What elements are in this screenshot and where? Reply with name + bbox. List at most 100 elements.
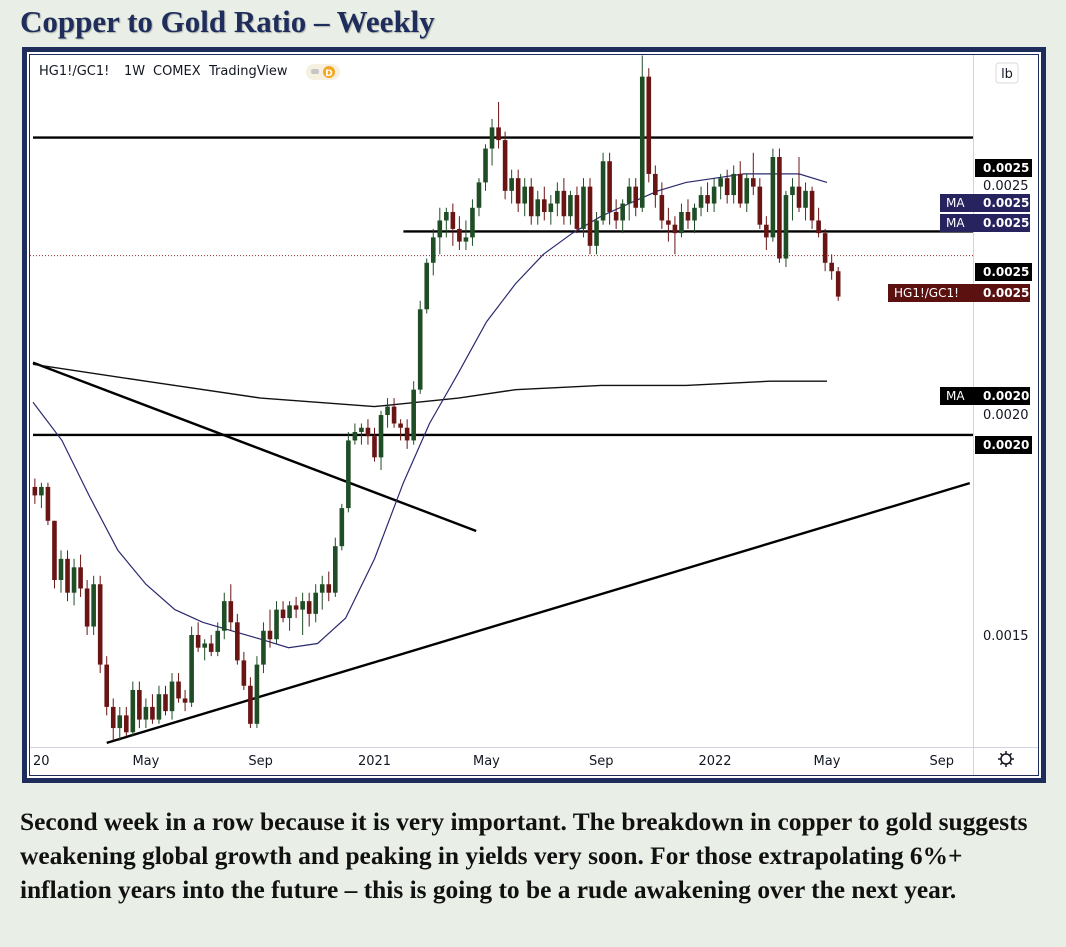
candle[interactable] xyxy=(633,178,639,217)
candle[interactable] xyxy=(182,689,188,712)
candle[interactable] xyxy=(280,601,286,623)
candle[interactable] xyxy=(163,685,168,716)
candle[interactable] xyxy=(816,207,821,238)
trendline-0[interactable] xyxy=(32,361,477,533)
candle[interactable] xyxy=(568,190,573,225)
candle[interactable] xyxy=(391,398,397,428)
candle[interactable] xyxy=(613,199,619,229)
candle[interactable] xyxy=(835,266,841,301)
candle[interactable] xyxy=(444,207,449,238)
price-tag-ma[interactable]: MA 0.0025 xyxy=(940,214,1030,232)
candle[interactable] xyxy=(744,173,750,212)
candle[interactable] xyxy=(411,381,416,445)
candle[interactable] xyxy=(437,207,443,255)
candle[interactable] xyxy=(267,609,273,648)
candle[interactable] xyxy=(698,186,704,217)
candle[interactable] xyxy=(346,431,351,513)
candle[interactable] xyxy=(424,258,430,314)
candle[interactable] xyxy=(679,203,684,238)
candle[interactable] xyxy=(796,157,802,212)
candle[interactable] xyxy=(274,601,279,644)
candle[interactable] xyxy=(39,482,44,509)
candle[interactable] xyxy=(52,520,57,589)
candle[interactable] xyxy=(659,182,665,229)
candle[interactable] xyxy=(620,199,625,234)
candle[interactable] xyxy=(489,118,495,166)
candle[interactable] xyxy=(470,199,475,246)
candle[interactable] xyxy=(215,622,221,657)
candle[interactable] xyxy=(169,673,175,720)
candle[interactable] xyxy=(332,537,338,597)
candle[interactable] xyxy=(705,182,710,212)
candle[interactable] xyxy=(261,622,266,674)
candle[interactable] xyxy=(156,685,162,724)
candle[interactable] xyxy=(809,186,815,229)
candle[interactable] xyxy=(581,178,586,238)
candle[interactable] xyxy=(221,592,227,640)
candle[interactable] xyxy=(777,148,782,263)
candle[interactable] xyxy=(731,165,736,204)
candle[interactable] xyxy=(757,178,763,229)
price-tag-malong[interactable]: MA 0.0020 xyxy=(940,387,1030,405)
candle[interactable] xyxy=(176,673,181,703)
candle[interactable] xyxy=(783,190,789,267)
candle[interactable] xyxy=(476,178,482,217)
candle[interactable] xyxy=(822,228,828,272)
candle[interactable] xyxy=(65,550,70,602)
candle[interactable] xyxy=(535,190,541,225)
candle[interactable] xyxy=(594,212,599,255)
candle[interactable] xyxy=(404,419,410,449)
candle[interactable] xyxy=(607,152,612,225)
candle[interactable] xyxy=(339,503,345,551)
candle[interactable] xyxy=(463,220,469,251)
candle[interactable] xyxy=(600,152,606,225)
candle[interactable] xyxy=(241,651,247,690)
candle[interactable] xyxy=(58,550,64,593)
candle[interactable] xyxy=(685,199,691,229)
candle[interactable] xyxy=(587,178,593,255)
price-tag-line[interactable]: 0.0025 xyxy=(975,159,1032,177)
candle[interactable] xyxy=(398,419,403,441)
candle[interactable] xyxy=(829,254,834,280)
candle[interactable] xyxy=(150,694,155,724)
candle[interactable] xyxy=(555,182,560,217)
candle[interactable] xyxy=(515,169,521,212)
chart-panel[interactable]: 20 May Sep 2021 May Sep 2022 May Sep 0.0015 0.002… xyxy=(30,55,1038,775)
candle[interactable] xyxy=(548,195,554,225)
candle[interactable] xyxy=(254,656,260,729)
candle[interactable] xyxy=(189,626,194,707)
candle[interactable] xyxy=(790,178,795,221)
price-tag-line[interactable]: 0.0020 xyxy=(975,436,1032,454)
candle[interactable] xyxy=(639,55,645,212)
candle[interactable] xyxy=(365,419,371,445)
candle[interactable] xyxy=(45,482,51,526)
candle[interactable] xyxy=(770,148,776,242)
candle[interactable] xyxy=(711,178,717,212)
candle[interactable] xyxy=(293,596,299,619)
candle[interactable] xyxy=(235,613,240,665)
candle[interactable] xyxy=(71,558,77,606)
data-badge[interactable] xyxy=(323,66,335,78)
candlestick-chart[interactable]: 20 May Sep 2021 May Sep 2022 May Sep 0.0015 0.002… xyxy=(30,55,1038,775)
candle[interactable] xyxy=(195,622,201,652)
candle[interactable] xyxy=(84,580,90,635)
candle[interactable] xyxy=(78,554,83,597)
candle[interactable] xyxy=(208,635,214,657)
candle[interactable] xyxy=(764,216,769,251)
candle[interactable] xyxy=(574,186,580,234)
candle[interactable] xyxy=(202,639,207,661)
candle[interactable] xyxy=(130,681,136,737)
candle[interactable] xyxy=(248,677,253,729)
candle[interactable] xyxy=(672,216,678,255)
candle[interactable] xyxy=(378,410,384,471)
candle[interactable] xyxy=(626,178,632,221)
candle[interactable] xyxy=(91,575,96,635)
candle[interactable] xyxy=(502,131,508,200)
candle[interactable] xyxy=(313,584,319,623)
price-tag-ma[interactable]: MA 0.0025 xyxy=(940,194,1030,212)
candle[interactable] xyxy=(430,228,436,276)
candle[interactable] xyxy=(718,173,723,200)
candle[interactable] xyxy=(450,203,456,246)
candle[interactable] xyxy=(483,144,488,191)
candle[interactable] xyxy=(803,182,808,221)
